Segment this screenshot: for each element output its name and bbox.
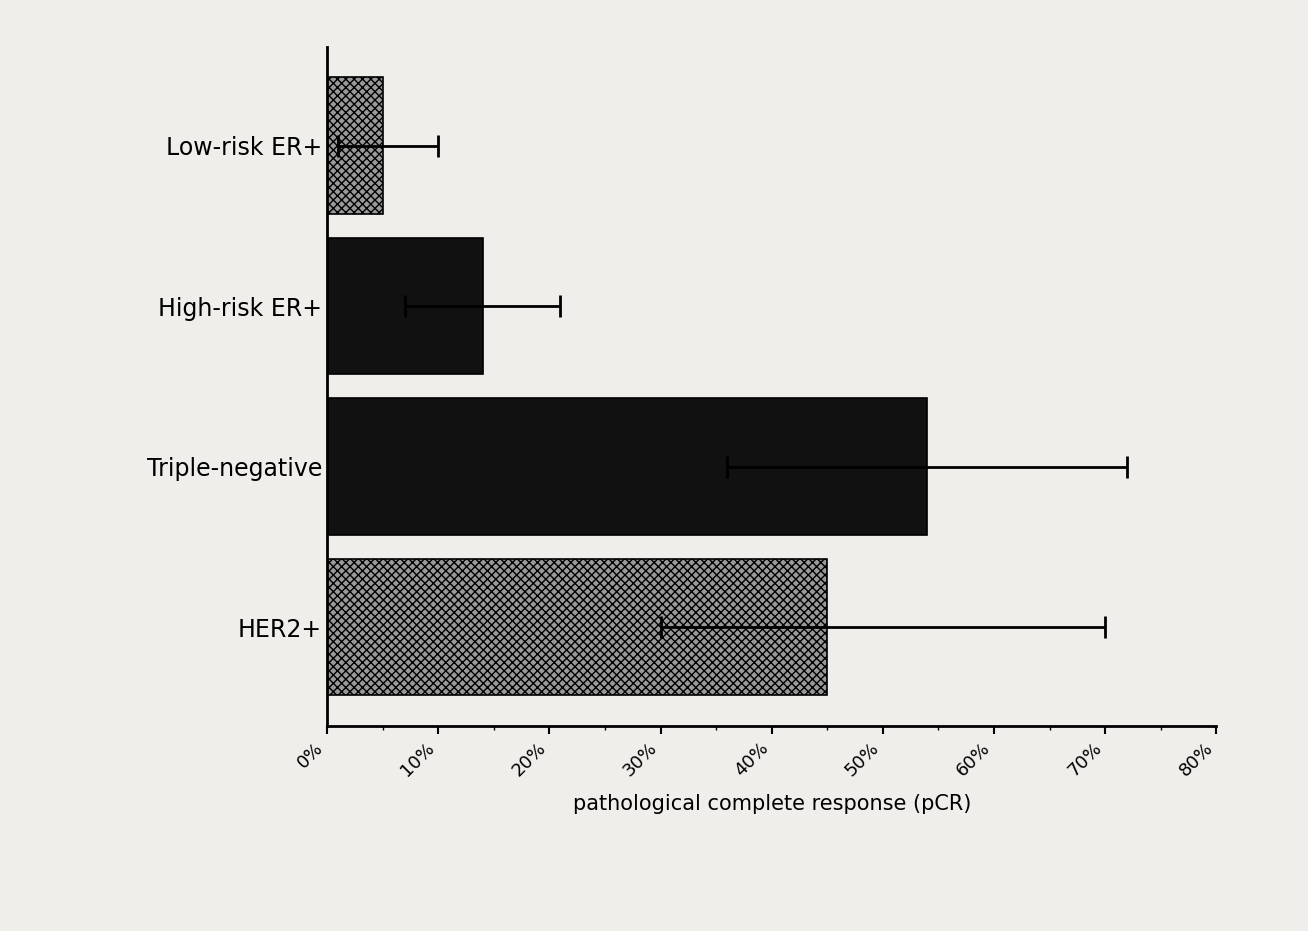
- Bar: [327, 238, 483, 374]
- Bar: [327, 559, 828, 695]
- Bar: [327, 77, 383, 214]
- Bar: [327, 398, 927, 534]
- X-axis label: pathological complete response (pCR): pathological complete response (pCR): [573, 794, 971, 815]
